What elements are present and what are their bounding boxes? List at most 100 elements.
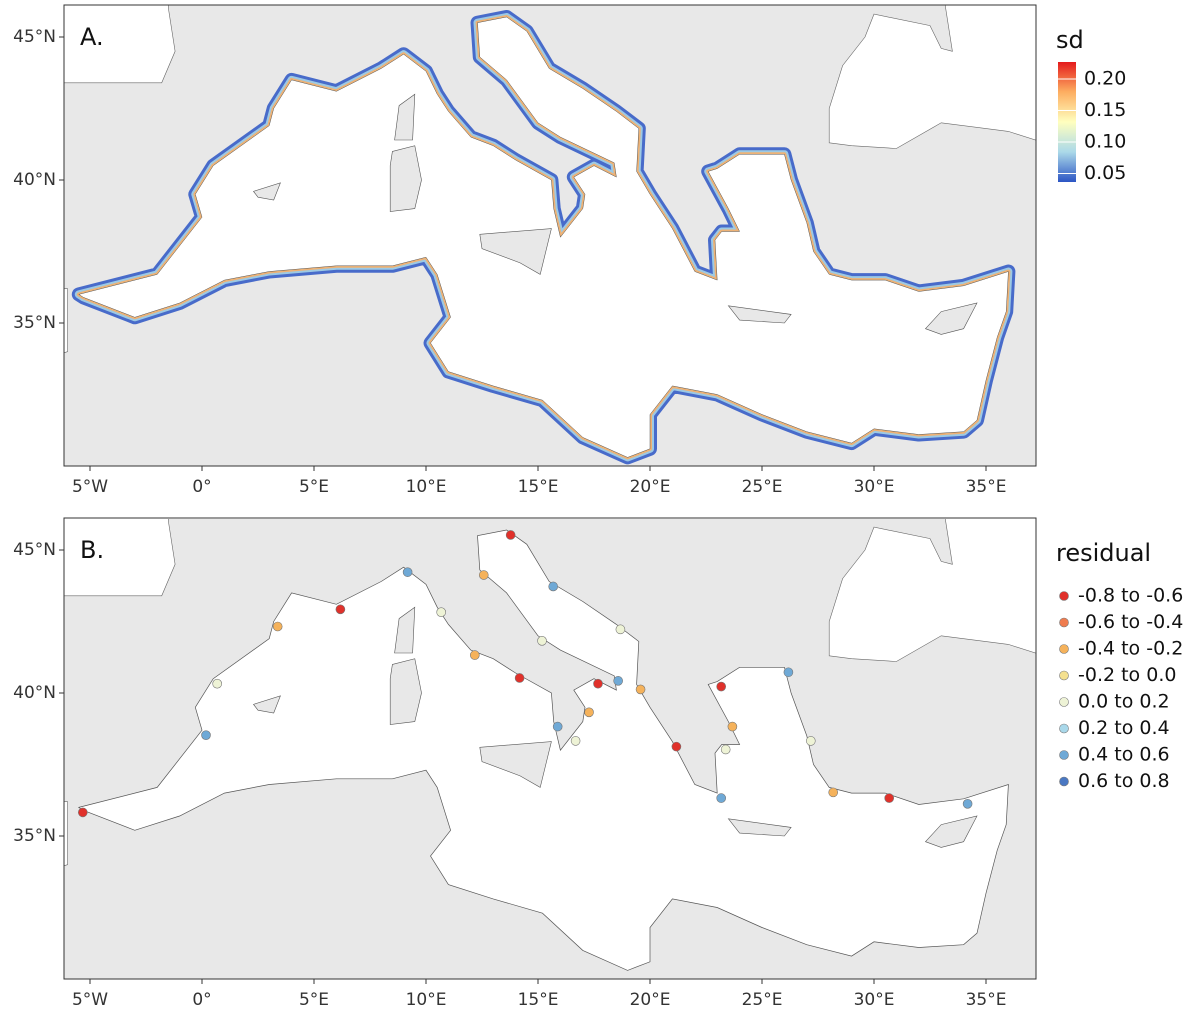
sample-point xyxy=(962,799,973,809)
legend-label: -0.4 to -0.2 xyxy=(1078,638,1183,660)
sample-point xyxy=(884,793,895,803)
sample-point xyxy=(272,621,283,632)
sample-point xyxy=(552,721,563,732)
sample-point xyxy=(548,581,559,592)
x-tick-label: 15°E xyxy=(518,477,559,497)
sample-point xyxy=(436,607,447,618)
x-tick-label: 25°E xyxy=(742,990,783,1010)
y-tick-label: 40°N xyxy=(13,683,56,703)
map-panel xyxy=(64,519,1036,979)
island xyxy=(389,658,422,725)
water xyxy=(828,519,1036,662)
sample-point xyxy=(635,684,646,695)
x-tick-label: 25°E xyxy=(742,477,783,497)
x-tick-label: 30°E xyxy=(854,477,895,497)
legend-swatch xyxy=(1059,617,1069,628)
sample-point xyxy=(335,604,346,615)
sample-point xyxy=(570,736,581,746)
colorbar-label: 0.20 xyxy=(1084,68,1126,90)
colorbar xyxy=(1058,62,1076,182)
x-tick-label: 15°E xyxy=(518,990,559,1010)
legend-swatch xyxy=(1059,670,1069,681)
island xyxy=(252,695,281,714)
island xyxy=(727,818,792,837)
x-tick-label: 30°E xyxy=(854,990,895,1010)
water xyxy=(828,5,1036,149)
island xyxy=(394,93,416,141)
x-tick-label: 35°E xyxy=(966,477,1007,497)
y-tick-label: 40°N xyxy=(13,170,56,190)
y-tick-label: 45°N xyxy=(13,540,56,560)
legend-swatch xyxy=(1059,723,1069,734)
sample-point xyxy=(514,673,525,683)
sea-outline xyxy=(78,16,1009,458)
sample-point xyxy=(613,676,623,686)
sample-point xyxy=(828,787,839,798)
water xyxy=(64,801,68,867)
sample-point xyxy=(402,567,413,577)
x-tick-label: 5°W xyxy=(72,477,108,497)
x-tick-label: 10°E xyxy=(406,990,447,1010)
legend-swatch xyxy=(1059,750,1069,760)
x-tick-label: 10°E xyxy=(406,477,447,497)
sample-point xyxy=(615,624,626,635)
x-tick-label: 5°E xyxy=(299,990,329,1010)
island xyxy=(479,228,552,275)
legend-title: sd xyxy=(1056,26,1084,54)
y-tick-label: 35°N xyxy=(13,826,56,846)
legend-swatch xyxy=(1059,644,1069,654)
sample-point xyxy=(805,736,816,746)
legend-swatch xyxy=(1059,697,1069,707)
sample-point xyxy=(716,793,727,803)
legend-label: -0.6 to -0.4 xyxy=(1078,611,1183,633)
colorbar-label: 0.10 xyxy=(1084,131,1126,153)
map-panel xyxy=(64,5,1036,466)
legend-label: 0.0 to 0.2 xyxy=(1078,691,1170,713)
x-tick-label: 0° xyxy=(192,477,211,497)
legend-label: 0.2 to 0.4 xyxy=(1078,717,1170,739)
sample-point xyxy=(212,678,222,689)
sample-point xyxy=(478,570,489,580)
legend-swatch xyxy=(1059,776,1069,787)
panel-frame xyxy=(63,4,1037,467)
legend-swatch xyxy=(1059,591,1069,601)
sample-point xyxy=(201,730,211,740)
legend-label: -0.2 to 0.0 xyxy=(1078,664,1176,686)
colorbar-label: 0.05 xyxy=(1084,162,1126,184)
panel-label: A. xyxy=(80,23,104,51)
colorbar-label: 0.15 xyxy=(1084,99,1126,121)
x-tick-label: 20°E xyxy=(630,477,671,497)
water xyxy=(64,5,176,84)
x-tick-label: 20°E xyxy=(630,990,671,1010)
x-tick-label: 35°E xyxy=(966,990,1007,1010)
x-tick-label: 0° xyxy=(192,990,211,1010)
legend-label: 0.4 to 0.6 xyxy=(1078,744,1170,766)
legend-label: 0.6 to 0.8 xyxy=(1078,770,1170,792)
panel-label: B. xyxy=(80,536,104,564)
island xyxy=(924,302,978,335)
sample-point xyxy=(720,744,731,755)
island xyxy=(924,815,978,848)
water xyxy=(64,288,68,354)
sample-point xyxy=(716,681,727,692)
panel-frame xyxy=(63,517,1037,980)
island xyxy=(479,741,552,788)
sample-point xyxy=(593,678,603,689)
x-tick-label: 5°W xyxy=(72,990,108,1010)
island xyxy=(389,145,422,212)
island xyxy=(252,182,281,201)
sample-point xyxy=(78,807,88,818)
sample-point xyxy=(671,741,682,752)
legend-label: -0.8 to -0.6 xyxy=(1078,585,1183,607)
y-tick-label: 35°N xyxy=(13,313,56,333)
island xyxy=(394,606,416,654)
sample-point xyxy=(727,721,738,732)
sample-point xyxy=(537,635,547,646)
sample-point xyxy=(783,667,794,678)
island xyxy=(727,305,792,324)
sample-point xyxy=(469,650,480,660)
sample-point xyxy=(505,530,516,540)
x-tick-label: 5°E xyxy=(299,477,329,497)
legend-title: residual xyxy=(1056,539,1151,567)
